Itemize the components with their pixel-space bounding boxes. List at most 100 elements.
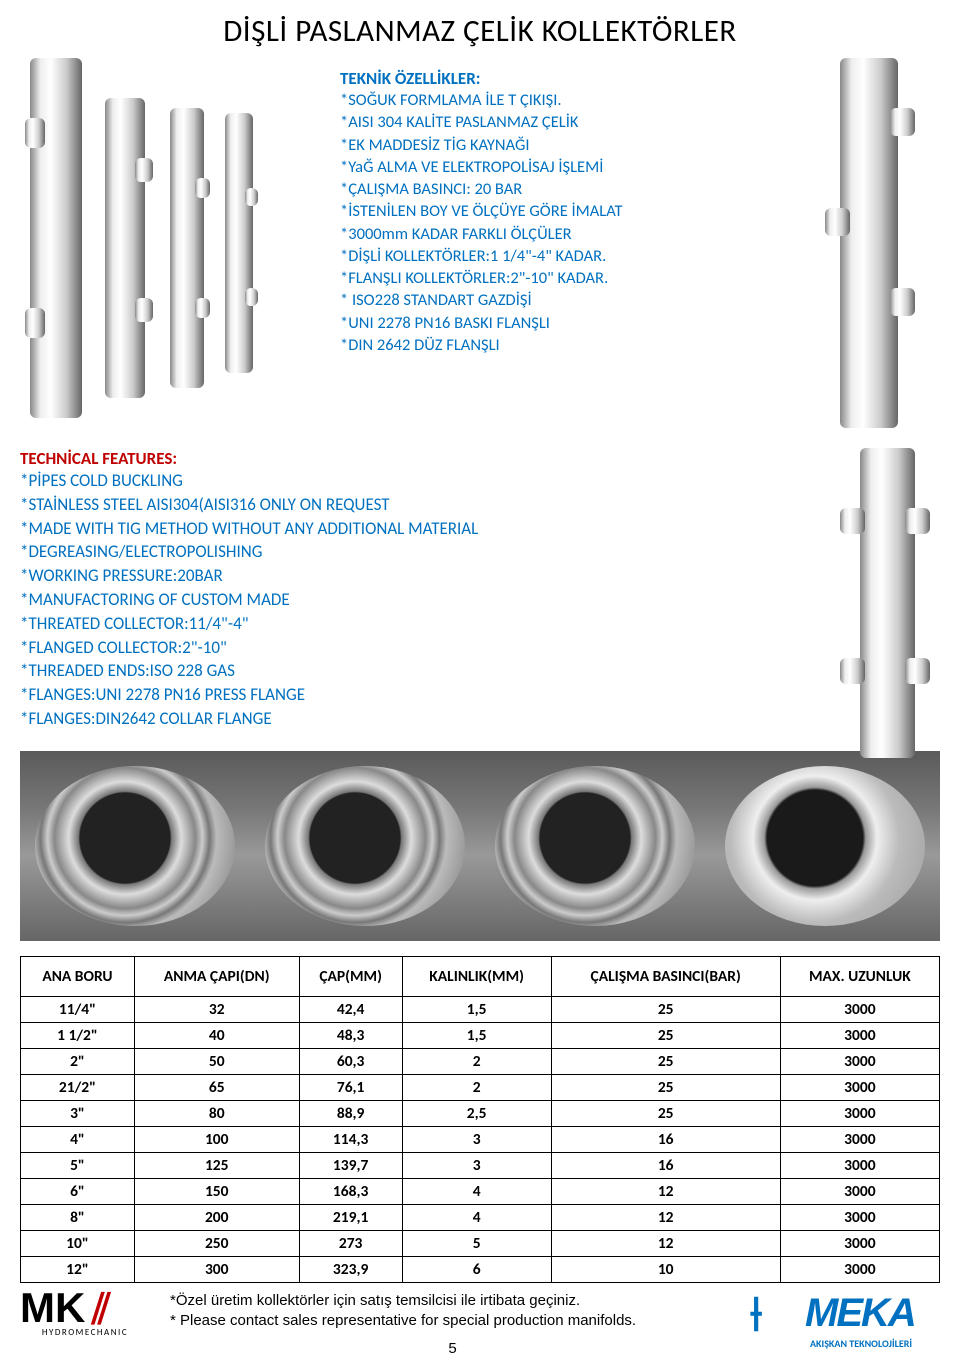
table-header: MAX. UZUNLUK — [780, 956, 939, 996]
table-row: 5"125139,73163000 — [21, 1152, 940, 1178]
table-cell: 48,3 — [299, 1022, 402, 1048]
table-row: 4"100114,33163000 — [21, 1126, 940, 1152]
table-cell: 3000 — [780, 1152, 939, 1178]
table-header: ÇAP(MM) — [299, 956, 402, 996]
technical-heading: TECHNİCAL FEATURES: — [20, 448, 940, 469]
technical-line: *FLANGED COLLECTOR:2"-10" — [20, 636, 940, 660]
spec-table-wrap: ANA BORUANMA ÇAPI(DN)ÇAP(MM)KALINLIK(MM)… — [0, 956, 960, 1283]
technical-line: *PİPES COLD BUCKLING — [20, 469, 940, 493]
table-cell: 25 — [551, 996, 780, 1022]
teknik-line: *YaĞ ALMA VE ELEKTROPOLİSAJ İŞLEMİ — [340, 156, 790, 178]
product-image-right — [800, 58, 940, 438]
teknik-line: *İSTENİLEN BOY VE ÖLÇÜYE GÖRE İMALAT — [340, 200, 790, 222]
table-cell: 16 — [551, 1152, 780, 1178]
table-row: 1 1/2"4048,31,5253000 — [21, 1022, 940, 1048]
teknik-line: *FLANŞLI KOLLEKTÖRLER:2"-10" KADAR. — [340, 267, 790, 289]
table-cell: 2 — [402, 1074, 551, 1100]
table-cell: 50 — [134, 1048, 299, 1074]
teknik-line: *3000mm KADAR FARKLI ÖLÇÜLER — [340, 223, 790, 245]
table-cell: 125 — [134, 1152, 299, 1178]
teknik-line: *SOĞUK FORMLAMA İLE T ÇIKIŞI. — [340, 89, 790, 111]
footer: MK⫽ HYDROMECHANIC *Özel üretim kollektör… — [0, 1283, 960, 1371]
page-title: DİŞLİ PASLANMAZ ÇELİK KOLLEKTÖRLER — [0, 0, 960, 58]
table-cell: 139,7 — [299, 1152, 402, 1178]
top-section: TEKNİK ÖZELLİKLER: *SOĞUK FORMLAMA İLE T… — [0, 58, 960, 448]
table-cell: 150 — [134, 1178, 299, 1204]
table-cell: 12 — [551, 1230, 780, 1256]
table-cell: 4 — [402, 1204, 551, 1230]
table-header: ANMA ÇAPI(DN) — [134, 956, 299, 996]
table-cell: 3 — [402, 1152, 551, 1178]
table-row: 10"2502735123000 — [21, 1230, 940, 1256]
table-cell: 25 — [551, 1048, 780, 1074]
table-cell: 65 — [134, 1074, 299, 1100]
table-cell: 300 — [134, 1256, 299, 1282]
table-cell: 3000 — [780, 1074, 939, 1100]
footnote-line: *Özel üretim kollektörler için satış tem… — [170, 1291, 735, 1311]
table-row: 12"300323,96103000 — [21, 1256, 940, 1282]
table-cell: 10" — [21, 1230, 135, 1256]
table-cell: 25 — [551, 1100, 780, 1126]
table-cell: 273 — [299, 1230, 402, 1256]
table-header: KALINLIK(MM) — [402, 956, 551, 996]
logo-meka: ⟊ MEKA AKIŞKAN TEKNOLOJİLERİ — [750, 1291, 940, 1361]
table-cell: 1,5 — [402, 1022, 551, 1048]
teknik-line: *ÇALIŞMA BASINCI: 20 BAR — [340, 178, 790, 200]
table-row: 6"150168,34123000 — [21, 1178, 940, 1204]
footnotes: *Özel üretim kollektörler için satış tem… — [155, 1291, 750, 1360]
table-cell: 3000 — [780, 1204, 939, 1230]
technical-line: *THREATED COLLECTOR:11/4"-4" — [20, 612, 940, 636]
table-cell: 3000 — [780, 996, 939, 1022]
table-cell: 25 — [551, 1074, 780, 1100]
teknik-line: *UNI 2278 PN16 BASKI FLANŞLI — [340, 312, 790, 334]
table-header: ANA BORU — [21, 956, 135, 996]
table-cell: 3000 — [780, 1178, 939, 1204]
teknik-line: *DIN 2642 DÜZ FLANŞLI — [340, 334, 790, 356]
table-cell: 76,1 — [299, 1074, 402, 1100]
table-row: 3"8088,92,5253000 — [21, 1100, 940, 1126]
table-cell: 1,5 — [402, 996, 551, 1022]
technical-line: *FLANGES:DIN2642 COLLAR FLANGE — [20, 707, 940, 731]
table-cell: 3" — [21, 1100, 135, 1126]
teknik-line: *AISI 304 KALİTE PASLANMAZ ÇELİK — [340, 111, 790, 133]
table-cell: 88,9 — [299, 1100, 402, 1126]
table-cell: 32 — [134, 996, 299, 1022]
table-cell: 16 — [551, 1126, 780, 1152]
pipe-end-4 — [725, 766, 925, 926]
teknik-line: *EK MADDESİZ TİG KAYNAĞI — [340, 134, 790, 156]
table-cell: 12 — [551, 1204, 780, 1230]
pipe-photo-strip — [20, 751, 940, 941]
table-cell: 2 — [402, 1048, 551, 1074]
logo-hydromechanic: MK⫽ HYDROMECHANIC — [20, 1291, 155, 1361]
table-cell: 114,3 — [299, 1126, 402, 1152]
table-cell: 12 — [551, 1178, 780, 1204]
table-cell: 3000 — [780, 1048, 939, 1074]
table-cell: 100 — [134, 1126, 299, 1152]
table-cell: 42,4 — [299, 996, 402, 1022]
table-cell: 11/4" — [21, 996, 135, 1022]
table-row: 8"200219,14123000 — [21, 1204, 940, 1230]
table-cell: 21/2" — [21, 1074, 135, 1100]
technical-line: *STAİNLESS STEEL AISI304(AISI316 ONLY ON… — [20, 493, 940, 517]
product-image-left — [20, 58, 310, 438]
table-cell: 2" — [21, 1048, 135, 1074]
table-cell: 5 — [402, 1230, 551, 1256]
table-cell: 1 1/2" — [21, 1022, 135, 1048]
technical-line: *DEGREASING/ELECTROPOLISHING — [20, 540, 940, 564]
table-cell: 3 — [402, 1126, 551, 1152]
page-number: 5 — [170, 1339, 735, 1359]
teknik-line: *DİŞLİ KOLLEKTÖRLER:1 1/4"-4" KADAR. — [340, 245, 790, 267]
table-cell: 250 — [134, 1230, 299, 1256]
table-row: 2"5060,32253000 — [21, 1048, 940, 1074]
table-cell: 200 — [134, 1204, 299, 1230]
table-cell: 60,3 — [299, 1048, 402, 1074]
pipe-end-2 — [265, 766, 465, 926]
teknik-line: * ISO228 STANDART GAZDİŞİ — [340, 289, 790, 311]
technical-line: *FLANGES:UNI 2278 PN16 PRESS FLANGE — [20, 683, 940, 707]
table-cell: 4 — [402, 1178, 551, 1204]
table-cell: 3000 — [780, 1230, 939, 1256]
table-cell: 3000 — [780, 1022, 939, 1048]
teknik-block: TEKNİK ÖZELLİKLER: *SOĞUK FORMLAMA İLE T… — [310, 58, 800, 438]
footnote-line: * Please contact sales representative fo… — [170, 1311, 735, 1331]
table-cell: 8" — [21, 1204, 135, 1230]
